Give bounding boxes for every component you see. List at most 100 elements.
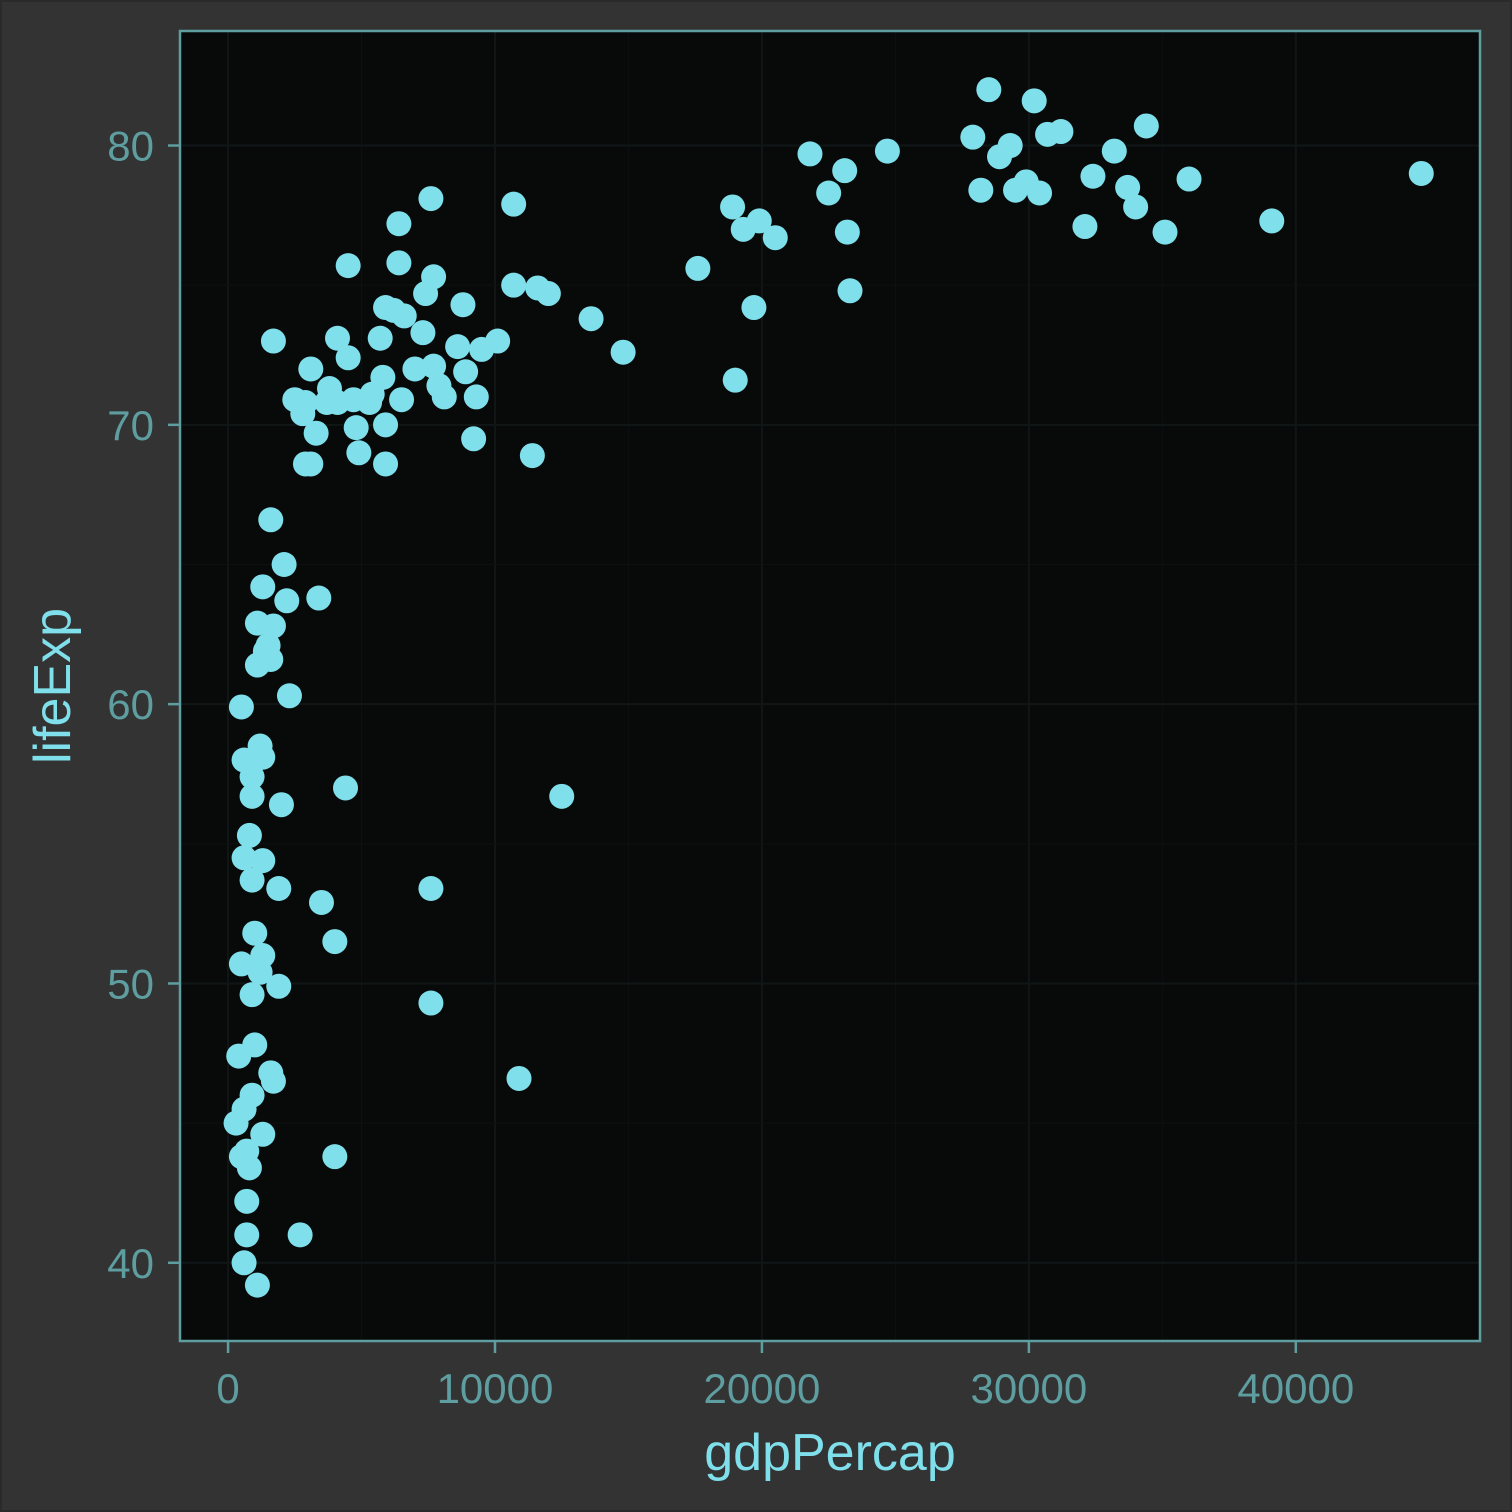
data-point xyxy=(228,951,254,977)
data-point xyxy=(968,177,994,203)
data-point xyxy=(239,867,265,893)
data-point xyxy=(987,144,1013,170)
data-point xyxy=(322,929,348,955)
data-point xyxy=(762,225,788,251)
grid-lines xyxy=(180,31,1480,1341)
data-point xyxy=(410,320,436,346)
data-point xyxy=(226,1043,252,1069)
data-point xyxy=(1101,138,1127,164)
data-point xyxy=(236,822,262,848)
data-point xyxy=(506,1065,532,1091)
data-point xyxy=(797,141,823,167)
data-point xyxy=(834,219,860,245)
data-point xyxy=(266,973,292,999)
data-point xyxy=(501,272,527,298)
data-point xyxy=(308,889,334,915)
data-point xyxy=(402,356,428,382)
data-point xyxy=(244,1272,270,1298)
data-point xyxy=(1080,163,1106,189)
data-point xyxy=(228,694,254,720)
y-tick-label: 70 xyxy=(107,402,154,449)
plot-panel xyxy=(180,31,1480,1341)
data-point xyxy=(239,783,265,809)
data-point xyxy=(960,124,986,150)
data-point xyxy=(274,588,300,614)
data-point xyxy=(258,507,284,533)
data-point xyxy=(250,1121,276,1147)
y-tick-label: 80 xyxy=(107,123,154,170)
data-point xyxy=(242,920,268,946)
data-point xyxy=(413,281,439,307)
data-point xyxy=(741,295,767,321)
data-point xyxy=(1152,219,1178,245)
data-point xyxy=(335,345,361,371)
data-point xyxy=(231,747,257,773)
data-point xyxy=(418,186,444,212)
data-point xyxy=(519,443,545,469)
data-point xyxy=(367,325,393,351)
data-point xyxy=(231,1250,257,1276)
data-point xyxy=(501,191,527,217)
data-point xyxy=(549,783,575,809)
data-point xyxy=(450,292,476,318)
data-point xyxy=(324,325,350,351)
data-point xyxy=(837,278,863,304)
x-tick-label: 0 xyxy=(216,1365,239,1412)
data-point xyxy=(1003,177,1029,203)
data-point xyxy=(610,339,636,365)
data-point xyxy=(373,412,399,438)
data-point xyxy=(1035,121,1061,147)
y-tick-label: 40 xyxy=(107,1240,154,1287)
data-point xyxy=(287,1222,313,1248)
data-point xyxy=(223,1110,249,1136)
y-tick-label: 60 xyxy=(107,681,154,728)
data-point xyxy=(1259,208,1285,234)
data-point xyxy=(1133,113,1159,139)
data-point xyxy=(418,876,444,902)
x-axis-title: gdpPercap xyxy=(704,1424,956,1482)
data-point xyxy=(421,353,447,379)
data-point xyxy=(685,255,711,281)
data-point xyxy=(244,652,270,678)
data-point xyxy=(231,845,257,871)
data-point xyxy=(303,420,329,446)
data-point xyxy=(1176,166,1202,192)
data-point xyxy=(333,775,359,801)
data-point xyxy=(335,253,361,279)
data-point xyxy=(373,451,399,477)
data-point xyxy=(461,426,487,452)
data-point xyxy=(282,387,308,413)
data-point xyxy=(832,158,858,184)
data-point xyxy=(722,367,748,393)
data-point xyxy=(346,440,372,466)
y-axis-title: lifeExp xyxy=(24,608,82,764)
data-point xyxy=(266,876,292,902)
data-point xyxy=(271,551,297,577)
data-point xyxy=(247,959,273,985)
axes: 0 10000 20000 30000 40000 40 50 60 70 80 xyxy=(107,123,1354,1412)
data-point xyxy=(730,216,756,242)
data-point xyxy=(453,359,479,385)
data-point xyxy=(1123,194,1149,220)
data-point xyxy=(244,610,270,636)
data-point xyxy=(258,1060,284,1086)
data-point xyxy=(343,415,369,441)
data-point xyxy=(228,1144,254,1170)
data-point xyxy=(260,328,286,354)
data-point xyxy=(239,982,265,1008)
data-point xyxy=(418,990,444,1016)
data-point xyxy=(322,1144,348,1170)
data-point xyxy=(1115,174,1141,200)
data-point xyxy=(250,848,276,874)
x-tick-label: 10000 xyxy=(437,1365,554,1412)
data-point xyxy=(874,138,900,164)
data-point xyxy=(445,334,471,360)
data-point xyxy=(1021,88,1047,114)
data-point xyxy=(1072,214,1098,240)
data-point xyxy=(268,792,294,818)
y-tick-label: 50 xyxy=(107,960,154,1007)
data-point xyxy=(720,194,746,220)
data-point xyxy=(389,387,415,413)
data-point xyxy=(469,336,495,362)
